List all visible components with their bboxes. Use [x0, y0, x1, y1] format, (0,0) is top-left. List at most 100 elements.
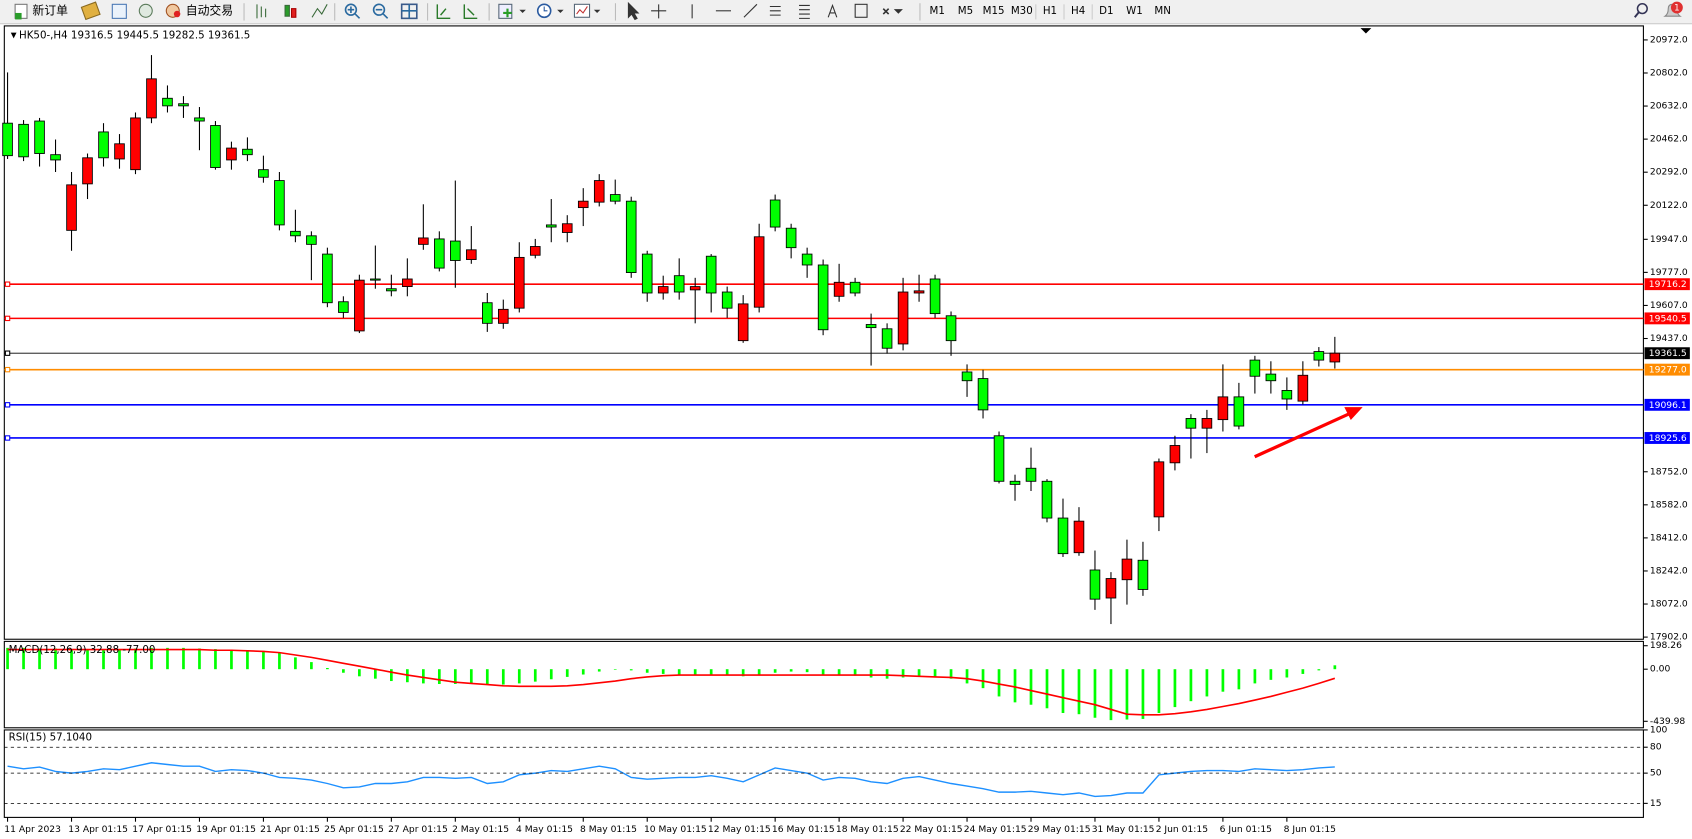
y-tick-label: 17902.0 [1650, 632, 1688, 643]
icon [290, 8, 297, 18]
rsi [7, 762, 1335, 798]
candle-body [434, 238, 445, 269]
macd-panel [3, 640, 1644, 729]
candle-body [1297, 374, 1309, 402]
price-level-label: 19096.1 [1649, 400, 1687, 411]
icon[interactable] [111, 3, 127, 19]
badge [1670, 1, 1683, 14]
rsi-panel [3, 729, 1644, 818]
arrow-shaft [1254, 412, 1351, 459]
price-level-tag [1644, 278, 1690, 291]
icon [463, 4, 478, 20]
candle-body [865, 324, 877, 329]
macd-header: MACD(12,26,9) 32.88 -77.00 [9, 644, 156, 656]
candle-body [529, 246, 541, 256]
candle-body [689, 286, 701, 291]
y-tick-label: 18412.0 [1650, 532, 1688, 543]
timeframe-button[interactable]: D1 [1099, 5, 1113, 17]
notifications[interactable]: 1 [1663, 1, 1683, 17]
level-handle [4, 435, 11, 441]
drawing-tools[interactable] [627, 1, 903, 21]
candle-body [817, 264, 829, 331]
y-tick-label: 19437.0 [1650, 333, 1688, 344]
y-tick-label: 18752.0 [1650, 466, 1688, 477]
x-tick-label: 8 Jun 01:15 [1284, 824, 1337, 835]
badge-count: 1 [1674, 4, 1680, 14]
icon [576, 6, 588, 15]
timeframe-button[interactable]: M1 [930, 5, 945, 17]
price-level-label: 18925.6 [1649, 433, 1687, 444]
price-level-label: 19716.2 [1649, 279, 1687, 290]
icon[interactable] [138, 3, 153, 18]
macd-value: 32.88 [90, 644, 119, 656]
zoom-tools[interactable] [344, 3, 418, 20]
timeframe-button[interactable]: M15 [983, 5, 1005, 17]
candle-body [929, 278, 941, 315]
level-handle [4, 281, 11, 287]
candle-body [1233, 396, 1245, 427]
price-level-label: 19361.5 [1649, 348, 1687, 359]
candle-body [1185, 418, 1197, 429]
x-tick-label: 6 Jun 01:15 [1220, 824, 1273, 835]
y-tick-label: 80 [1650, 742, 1662, 753]
toolbar-bg [0, 0, 1692, 24]
candle-body [1073, 520, 1085, 554]
search[interactable] [1634, 3, 1648, 18]
x-tick-label: 24 May 01:15 [964, 824, 1027, 835]
icon [799, 4, 810, 19]
candle-body [1089, 569, 1101, 600]
new-order-button[interactable]: 新订单 [14, 3, 68, 20]
candle-body [162, 97, 173, 107]
indicator-tools[interactable] [498, 3, 601, 19]
candle-body [897, 291, 909, 345]
timeframe-button[interactable]: M5 [958, 5, 973, 17]
high: 19445.5 [117, 30, 159, 42]
y-tick-label: 15 [1650, 798, 1662, 809]
candle-body [961, 371, 973, 382]
y-tick-label: -439.98 [1650, 716, 1686, 727]
shift-tools[interactable] [436, 4, 478, 20]
y-tick-label: 0.00 [1650, 664, 1671, 675]
candle-body [50, 154, 61, 161]
candle-body [977, 378, 989, 411]
x-tick-label: 4 May 01:15 [516, 824, 573, 835]
timeframe-button[interactable]: MN [1154, 5, 1171, 17]
icon [573, 3, 591, 18]
x-tick-label: 10 May 01:15 [644, 824, 707, 835]
icon [375, 8, 389, 19]
auto-trading-button[interactable]: 自动交易 [165, 3, 233, 18]
price-level-tag [1644, 432, 1690, 444]
symbol-header: ▼ HK50-,H4 19316.5 19445.5 19282.5 19361… [11, 30, 250, 42]
candle-body [577, 200, 589, 209]
timeframe-button[interactable]: H4 [1071, 5, 1085, 17]
candle-body [66, 184, 77, 231]
x-tick-label: 22 May 01:15 [900, 824, 963, 835]
x-tick-label: 25 Apr 01:15 [324, 824, 384, 835]
auto-trading-label: 自动交易 [186, 3, 233, 17]
icon [311, 4, 328, 18]
signal-line [7, 648, 1336, 716]
rsi-value: 57.1040 [50, 731, 92, 743]
candle-body [418, 237, 429, 245]
x-tick-label: 2 Jun 01:15 [1156, 824, 1209, 835]
candle-body [833, 281, 845, 297]
close: 19361.5 [208, 30, 250, 42]
candle-body [609, 194, 621, 202]
icon [372, 3, 386, 16]
timeframe-button[interactable]: W1 [1126, 5, 1143, 17]
chart-tools[interactable] [256, 4, 328, 19]
candle-body [1137, 559, 1149, 590]
candle-body [18, 123, 29, 158]
icon [436, 4, 451, 20]
icon[interactable] [80, 1, 101, 21]
candle-body [450, 240, 461, 261]
timeframe-button[interactable]: M30 [1011, 5, 1033, 17]
timeframe-button[interactable]: H1 [1043, 5, 1057, 17]
candle-body [801, 253, 813, 266]
level-handle [4, 402, 11, 408]
candle-body [945, 315, 957, 342]
candle-body [210, 125, 221, 168]
header-arrow: ▼ [11, 31, 19, 40]
x-tick-label: 8 May 01:15 [580, 824, 637, 835]
